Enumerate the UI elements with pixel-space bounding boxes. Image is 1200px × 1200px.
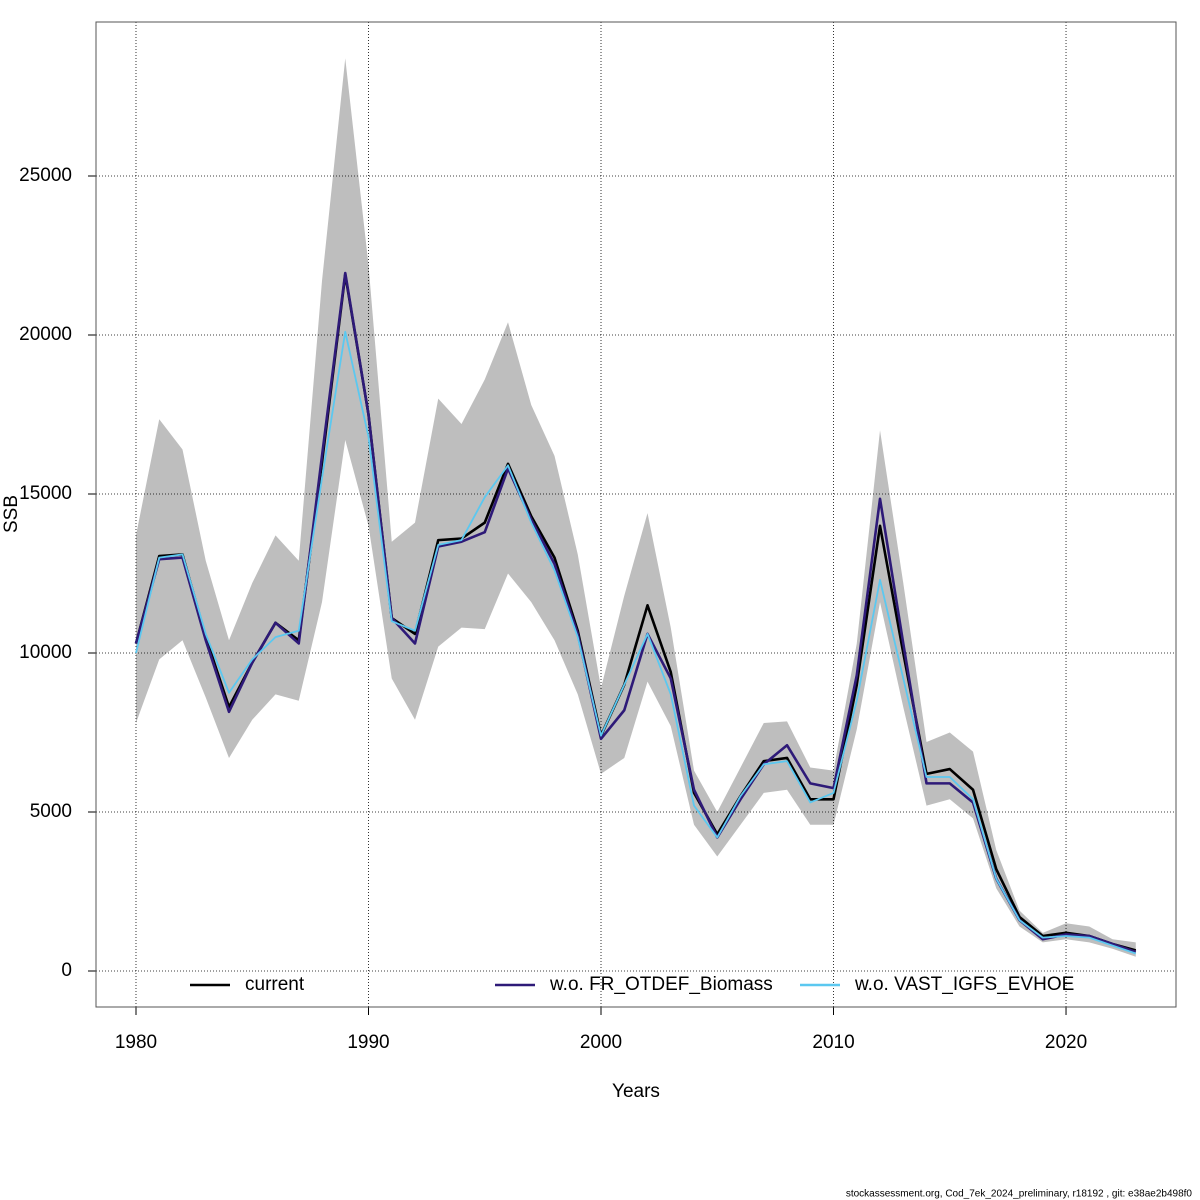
x-axis-label: Years bbox=[612, 1081, 660, 1102]
x-tick-label: 1980 bbox=[115, 1032, 157, 1053]
x-tick-label: 2010 bbox=[812, 1032, 854, 1053]
x-tick-label: 1990 bbox=[347, 1032, 389, 1053]
footer: stockassessment.org, Cod_7ek_2024_prelim… bbox=[846, 1189, 1193, 1200]
legend-label: current bbox=[245, 974, 305, 995]
y-axis-label: SSB bbox=[1, 495, 22, 533]
y-tick-label: 15000 bbox=[19, 483, 72, 504]
y-tick-label: 0 bbox=[61, 960, 72, 981]
series-line bbox=[135, 330, 1137, 955]
y-tick-label: 25000 bbox=[19, 165, 72, 186]
legend-label: w.o. VAST_IGFS_EVHOE bbox=[854, 974, 1074, 995]
legend-label: w.o. FR_OTDEF_Biomass bbox=[549, 974, 773, 995]
confidence-band bbox=[135, 58, 1136, 957]
y-tick-label: 10000 bbox=[19, 642, 72, 663]
y-tick-label: 5000 bbox=[30, 801, 72, 822]
y-tick-label: 20000 bbox=[19, 324, 72, 345]
x-tick-label: 2020 bbox=[1045, 1032, 1087, 1053]
plot-frame bbox=[95, 21, 1177, 1008]
series-line bbox=[134, 271, 1137, 954]
x-tick-label: 2000 bbox=[580, 1032, 622, 1053]
